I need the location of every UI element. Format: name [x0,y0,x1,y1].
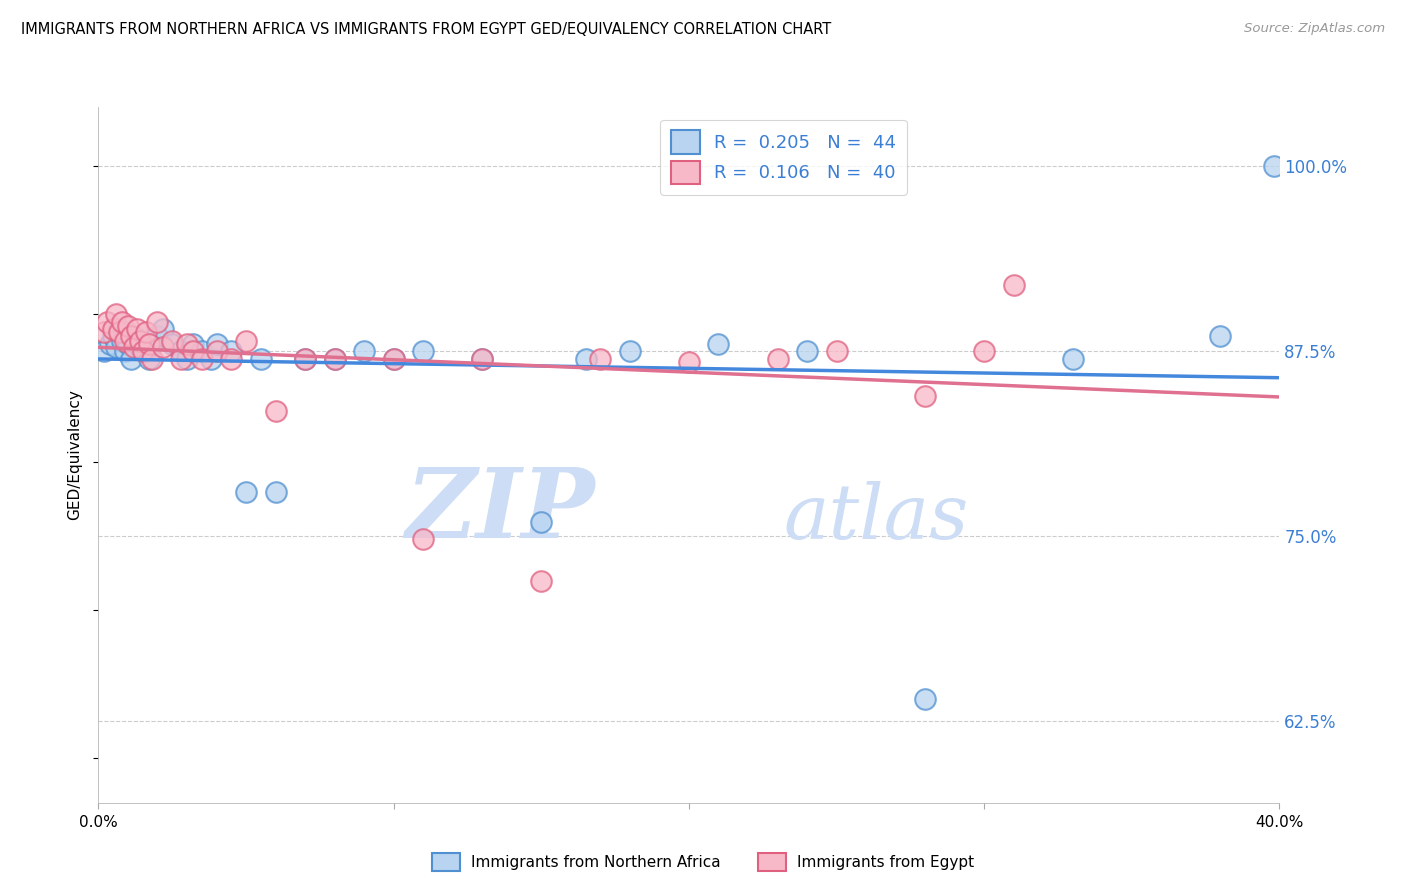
Point [471,351,494,366]
Point [914,692,936,706]
Point [117,337,139,351]
Point [181,337,204,351]
Point [162,337,183,351]
Point [1002,277,1025,292]
Point [117,319,139,334]
Point [111,334,134,348]
Point [103,329,125,343]
Y-axis label: GED/Equivalency: GED/Equivalency [67,390,83,520]
Point [135,344,157,359]
Point [132,344,155,359]
Text: ZIP: ZIP [405,464,595,558]
Point [219,344,242,359]
Point [176,337,198,351]
Point [382,351,405,366]
Point [152,322,174,336]
Point [264,403,287,417]
Point [294,351,316,366]
Point [530,515,553,529]
Point [294,351,316,366]
Point [574,351,596,366]
Text: 0.0%: 0.0% [79,814,118,830]
Text: IMMIGRANTS FROM NORTHERN AFRICA VS IMMIGRANTS FROM EGYPT GED/EQUIVALENCY CORRELA: IMMIGRANTS FROM NORTHERN AFRICA VS IMMIG… [21,22,831,37]
Point [323,351,346,366]
Legend: Immigrants from Northern Africa, Immigrants from Egypt: Immigrants from Northern Africa, Immigra… [426,847,980,877]
Point [105,307,128,321]
Text: Source: ZipAtlas.com: Source: ZipAtlas.com [1244,22,1385,36]
Point [128,334,150,348]
Point [412,344,434,359]
Point [619,344,641,359]
Point [412,533,434,547]
Point [170,351,193,366]
Point [205,337,228,351]
Point [973,344,995,359]
Point [766,351,789,366]
Point [707,337,730,351]
Point [914,389,936,403]
Point [152,340,174,354]
Point [125,334,148,348]
Point [141,351,163,366]
Point [235,334,257,348]
Point [530,574,553,588]
Point [122,340,145,354]
Point [176,351,198,366]
Point [120,351,142,366]
Point [98,337,121,351]
Point [181,344,204,359]
Point [125,322,148,336]
Point [96,315,118,329]
Point [1062,351,1084,366]
Point [796,344,818,359]
Point [825,344,848,359]
Legend: R =  0.205   N =  44, R =  0.106   N =  40: R = 0.205 N = 44, R = 0.106 N = 40 [659,120,907,194]
Point [235,484,257,499]
Point [132,337,155,351]
Point [1263,159,1285,173]
Point [103,322,125,336]
Point [162,334,183,348]
Point [141,337,163,351]
Point [146,329,169,343]
Point [114,344,136,359]
Point [205,344,228,359]
Point [108,322,131,336]
Point [382,351,405,366]
Point [250,351,273,366]
Point [471,351,494,366]
Point [589,351,612,366]
Point [678,354,700,368]
Point [353,344,375,359]
Point [105,340,128,354]
Point [170,344,193,359]
Point [128,340,150,354]
Text: 40.0%: 40.0% [1256,814,1303,830]
Point [138,337,160,351]
Point [146,315,169,329]
Point [120,329,142,343]
Point [111,315,134,329]
Point [114,334,136,348]
Point [191,344,214,359]
Text: atlas: atlas [783,481,969,555]
Point [93,325,115,339]
Point [264,484,287,499]
Point [191,351,214,366]
Point [323,351,346,366]
Point [122,329,145,343]
Point [138,351,160,366]
Point [1209,329,1232,343]
Point [219,351,242,366]
Point [108,325,131,339]
Point [135,325,157,339]
Point [200,351,222,366]
Point [93,344,115,359]
